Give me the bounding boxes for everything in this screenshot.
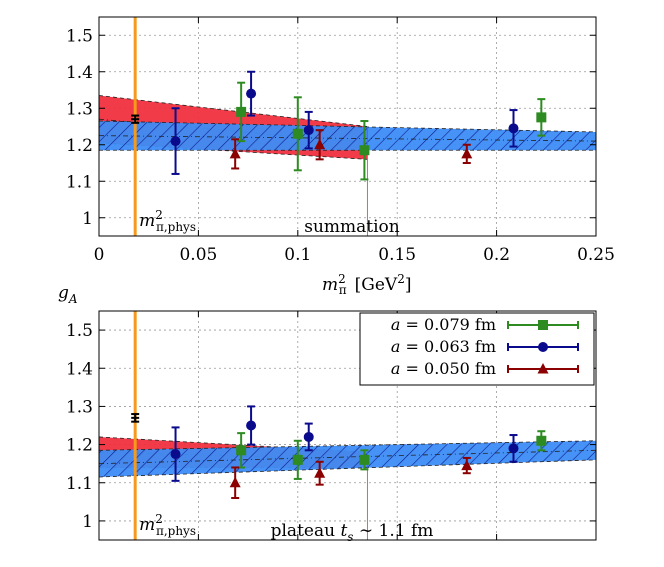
blue-band-center: [99, 449, 596, 465]
data-point-circle: [170, 449, 181, 460]
legend-item: a = 0.079 fm: [391, 315, 579, 334]
plot-frame: [98, 16, 597, 237]
plot-area: [99, 17, 596, 236]
data-point-triangle: [461, 147, 473, 159]
y-tick-label: 1.2: [66, 136, 93, 156]
data-point-circle: [508, 443, 519, 454]
series-s063: [170, 70, 519, 175]
legend: a = 0.079 fm a = 0.063 fm a = 0.050 fm: [359, 312, 595, 386]
series-s063: [170, 405, 519, 482]
blue-band-center: [99, 135, 596, 142]
legend-item: a = 0.063 fm: [391, 337, 579, 356]
data-point-square: [292, 454, 303, 465]
blue-band-hatch: [99, 440, 596, 478]
phys-mass-label: m2 π,phys: [139, 208, 196, 234]
method-annotation: summation: [304, 217, 400, 237]
x-axis-title: m2 π [GeV2]: [322, 272, 412, 297]
physical-point: [131, 114, 140, 124]
y-tick-label: 1.5: [66, 321, 93, 341]
y-tick-label: 1: [82, 209, 93, 229]
x-tick-label: 0.1: [284, 245, 311, 265]
legend-marker-square: [538, 320, 548, 330]
data-point-square: [536, 435, 547, 446]
series-s050: [229, 456, 473, 500]
data-point-circle: [246, 88, 257, 99]
data-point-triangle: [229, 476, 241, 488]
x-tick-label: 0.2: [483, 245, 510, 265]
series-s050: [229, 129, 473, 170]
y-tick-label: 1.1: [66, 474, 93, 494]
data-point-triangle: [314, 138, 326, 150]
red-band-upper-edge: [99, 95, 368, 127]
data-point-triangle: [461, 459, 473, 471]
data-point-square: [236, 106, 247, 117]
x-tick-label: 0.05: [179, 245, 217, 265]
data-point-square: [236, 445, 247, 456]
x-tick-label: 0.15: [378, 245, 416, 265]
legend-marker-triangle: [537, 363, 549, 374]
top-panel: 1 1.1 1.2 1.3 1.4 1.5 0 0.05 0.1 0.15 0.2 0.25 m2 π,p…: [66, 16, 615, 297]
legend-label: a = 0.050 fm: [391, 359, 496, 378]
physical-point: [131, 413, 140, 423]
data-point-square: [359, 145, 370, 156]
y-tick-label: 1.2: [66, 436, 93, 456]
data-point-square: [292, 128, 303, 139]
data-point-square: [536, 112, 547, 123]
phys-mass-label: m2 π,phys: [139, 512, 196, 538]
legend-item: a = 0.050 fm: [391, 359, 579, 378]
series-s079: [236, 81, 547, 181]
series-s079: [236, 430, 547, 480]
legend-marker-circle: [538, 342, 548, 352]
x-tick-label: 0.25: [577, 245, 615, 265]
y-tick-label: 1: [82, 512, 93, 532]
blue-band-hatch: [99, 121, 596, 151]
y-tick-label: 1.4: [66, 359, 93, 379]
y-tick-label: 1.3: [66, 99, 93, 119]
data-point-circle: [246, 420, 257, 431]
y-axis-title: gA: [58, 283, 78, 306]
plot-frame: [98, 310, 597, 541]
y-tick-label: 1.4: [66, 63, 93, 83]
legend-label: a = 0.079 fm: [391, 315, 496, 334]
data-point-circle: [303, 125, 314, 136]
x-tick-label: 0: [94, 245, 105, 265]
legend-label: a = 0.063 fm: [391, 337, 496, 356]
data-point-square: [359, 454, 370, 465]
y-tick-label: 1.5: [66, 26, 93, 46]
bottom-panel: 1 1.1 1.2 1.3 1.4 1.5 m2 π,phys plateau ts ∼ 1.1…: [58, 283, 597, 544]
method-annotation: plateau ts ∼ 1.1 fm: [271, 521, 434, 544]
data-point-triangle: [314, 467, 326, 478]
data-point-circle: [508, 123, 519, 134]
data-point-triangle: [229, 147, 241, 159]
data-point-circle: [303, 431, 314, 442]
data-point-circle: [170, 136, 181, 147]
plot-area: [99, 311, 596, 540]
y-tick-label: 1.1: [66, 172, 93, 192]
y-tick-label: 1.3: [66, 397, 93, 417]
